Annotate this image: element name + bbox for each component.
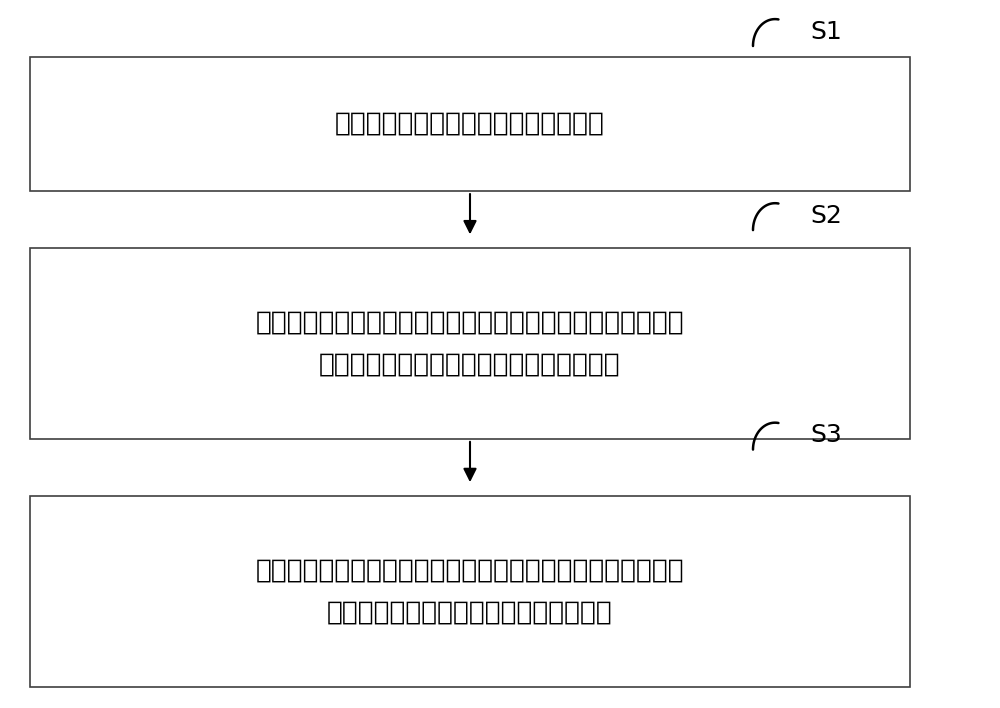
Text: 向所述区块内的每个终端发送多个根密钥，该根密钥的数量等
于该终端所属区块的最优量子密钥分配数量: 向所述区块内的每个终端发送多个根密钥，该根密钥的数量等 于该终端所属区块的最优量… bbox=[256, 309, 684, 377]
Text: 每个终端对接收到的根密钥按照预设算法进行计算，得到各自
的终端密钥，其中每个终端密钥均不相同: 每个终端对接收到的根密钥按照预设算法进行计算，得到各自 的终端密钥，其中每个终端… bbox=[256, 557, 684, 625]
Text: S2: S2 bbox=[810, 204, 842, 228]
Text: S3: S3 bbox=[810, 423, 842, 447]
Text: 确定每个区块的最优量子密钥分配数量: 确定每个区块的最优量子密钥分配数量 bbox=[335, 111, 605, 137]
Bar bbox=[30, 496, 910, 687]
Text: S1: S1 bbox=[810, 20, 842, 44]
Bar bbox=[30, 57, 910, 191]
Bar bbox=[30, 248, 910, 439]
